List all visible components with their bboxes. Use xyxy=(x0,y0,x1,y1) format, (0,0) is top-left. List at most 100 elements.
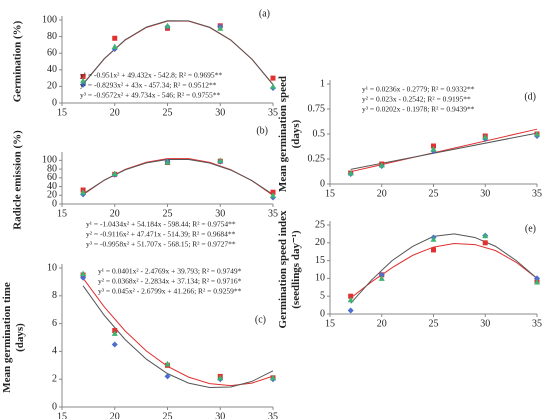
point xyxy=(347,307,354,314)
y-tick-label: 1 xyxy=(320,78,325,89)
y-axis-label: (seedlings day⁻¹) xyxy=(290,230,302,309)
panel-label: (b) xyxy=(256,125,268,136)
x-tick-label: 30 xyxy=(480,188,490,199)
x-tick-label: 25 xyxy=(163,107,173,118)
x-tick-label: 20 xyxy=(110,411,120,419)
point xyxy=(347,296,354,303)
y-tick-label: 4 xyxy=(52,346,57,357)
x-tick-label: 25 xyxy=(429,188,439,199)
point xyxy=(80,81,87,88)
y-axis-label: (days) xyxy=(290,119,302,148)
point xyxy=(111,330,118,336)
y-tick-label: 0 xyxy=(52,97,57,108)
panel-label: (d) xyxy=(524,91,536,102)
y-tick-label: 15 xyxy=(315,255,325,266)
point xyxy=(164,360,171,367)
y-tick-label: 6 xyxy=(52,318,57,329)
x-tick-label: 15 xyxy=(325,188,335,199)
equation: y³ = 0.0202x - 0.1978; R² = 0.9439** xyxy=(362,105,475,114)
fit-curve xyxy=(82,285,274,389)
x-tick-label: 30 xyxy=(215,107,225,118)
point xyxy=(217,374,224,381)
fit-curve xyxy=(350,132,538,170)
y-tick-label: 40 xyxy=(47,181,57,192)
y-tick-label: 20 xyxy=(315,237,325,248)
point xyxy=(270,192,276,198)
y-axis-label: Germination speed index xyxy=(277,210,289,328)
y-tick-label: 25 xyxy=(315,219,325,230)
x-tick-label: 15 xyxy=(57,107,67,118)
y-tick-label: 8 xyxy=(52,290,57,301)
y-tick-label: 5 xyxy=(320,290,325,301)
point xyxy=(270,374,276,381)
x-tick-label: 30 xyxy=(480,318,490,329)
point xyxy=(534,131,540,137)
y-tick-label: 40 xyxy=(47,64,57,75)
point xyxy=(217,157,224,163)
panel-label: (a) xyxy=(259,8,270,19)
y-tick-label: 0 xyxy=(320,308,325,319)
y-tick-label: 20 xyxy=(47,190,57,201)
y-tick-label: 0 xyxy=(52,401,57,412)
fit-curve xyxy=(350,128,538,173)
point xyxy=(430,146,437,152)
panel-label: (c) xyxy=(255,314,266,325)
point xyxy=(80,73,86,79)
point xyxy=(164,22,171,29)
point xyxy=(431,247,436,253)
y-tick-label: 100 xyxy=(42,14,57,25)
x-tick-label: 20 xyxy=(110,107,120,118)
x-tick-label: 35 xyxy=(268,411,278,419)
x-tick-label: 20 xyxy=(110,208,120,219)
point xyxy=(378,275,385,281)
point xyxy=(164,373,171,380)
x-tick-label: 25 xyxy=(163,411,173,419)
point xyxy=(348,293,354,299)
x-tick-label: 25 xyxy=(429,318,439,329)
point xyxy=(534,275,540,282)
x-tick-label: 30 xyxy=(215,208,225,219)
y-axis-label: Germination (%) xyxy=(12,20,24,102)
y-axis-label: Radicle emission (%) xyxy=(12,130,24,230)
fit-curve xyxy=(350,233,538,304)
y-axis-label: (days) xyxy=(14,323,26,352)
point xyxy=(111,341,118,348)
equation: y³ = -0.9572x² + 49.734x - 546; R² = 0.9… xyxy=(80,91,221,100)
x-tick-label: 25 xyxy=(163,208,173,219)
equation: y¹ = 0.0236x - 0.2779; R² = 0.9332** xyxy=(362,85,475,94)
x-tick-label: 15 xyxy=(57,208,67,219)
point xyxy=(378,271,385,278)
x-tick-label: 35 xyxy=(532,318,542,329)
fit-curve xyxy=(350,243,538,299)
point xyxy=(80,270,87,277)
panel-label: (e) xyxy=(525,223,536,234)
point xyxy=(430,236,437,242)
y-tick-label: 0.75 xyxy=(308,103,326,114)
x-tick-label: 15 xyxy=(57,411,67,419)
equation: y³ = -0.9958x² + 51.707x - 568.15; R² = … xyxy=(86,240,236,249)
point xyxy=(80,189,87,195)
y-tick-label: 0 xyxy=(320,178,325,189)
point xyxy=(111,170,118,176)
y-tick-label: 80 xyxy=(47,163,57,174)
point xyxy=(482,232,489,239)
equation: y² = 0.0368x² - 2.2834x + 37.134; R² = 0… xyxy=(98,277,242,286)
point xyxy=(482,134,489,140)
point xyxy=(112,35,118,41)
y-tick-label: 0.5 xyxy=(313,128,326,139)
equation: y¹ = -1.0434x² + 54.184x - 598.44; R² = … xyxy=(86,220,236,229)
y-tick-label: 60 xyxy=(47,172,57,183)
point xyxy=(378,162,385,168)
point xyxy=(111,43,118,50)
point xyxy=(80,274,87,281)
point xyxy=(80,77,87,84)
x-tick-label: 20 xyxy=(377,188,387,199)
point xyxy=(217,25,224,31)
y-tick-label: 100 xyxy=(42,155,57,166)
equation: y³ = 0.045x² - 2.6799x + 41.266; R² = 0.… xyxy=(98,287,242,296)
x-tick-label: 30 xyxy=(215,411,225,419)
point xyxy=(534,278,540,285)
x-tick-label: 35 xyxy=(268,208,278,219)
y-tick-label: 60 xyxy=(47,47,57,58)
